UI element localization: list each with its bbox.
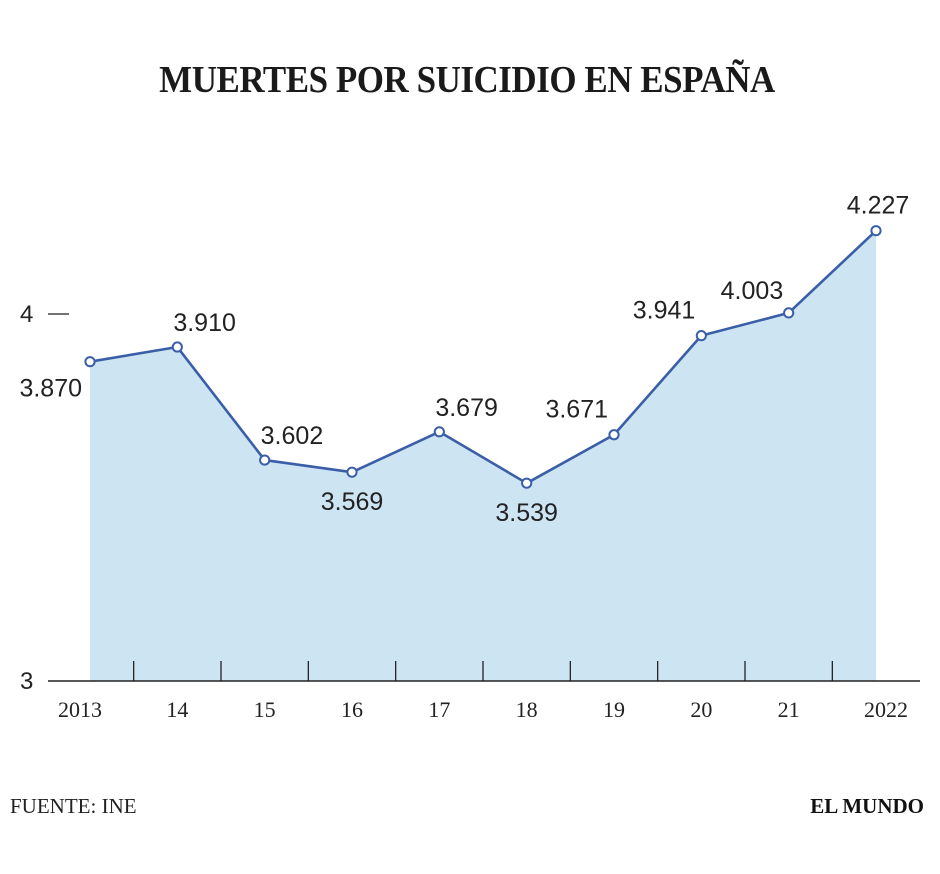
data-point bbox=[521, 477, 533, 489]
x-tick-label: 19 bbox=[603, 697, 625, 722]
x-tick-label: 15 bbox=[254, 697, 276, 722]
data-point bbox=[870, 225, 882, 237]
brand-logo: EL MUNDO bbox=[810, 794, 924, 818]
y-tick-label: 3 bbox=[20, 668, 33, 695]
data-point bbox=[433, 426, 445, 438]
data-point bbox=[171, 341, 183, 353]
data-point bbox=[259, 454, 271, 466]
series-line bbox=[89, 229, 877, 485]
data-label: 3.941 bbox=[633, 297, 696, 325]
data-point bbox=[346, 466, 358, 478]
x-tick-label: 20 bbox=[690, 697, 712, 722]
x-tick-label: 2022 bbox=[864, 697, 908, 722]
data-label: 3.602 bbox=[261, 422, 324, 450]
data-label: 3.679 bbox=[435, 394, 498, 422]
data-label: 3.870 bbox=[19, 375, 82, 403]
data-point bbox=[84, 356, 96, 368]
data-label: 3.671 bbox=[545, 396, 608, 424]
x-tick-label: 16 bbox=[341, 697, 363, 722]
data-label: 4.227 bbox=[847, 192, 910, 220]
x-tick-label: 17 bbox=[428, 697, 450, 722]
data-label: 3.910 bbox=[173, 309, 236, 337]
chart-title: MUERTES POR SUICIDIO EN ESPAÑA bbox=[159, 59, 775, 101]
x-tick-label: 2013 bbox=[58, 697, 102, 722]
source-note: FUENTE: INE bbox=[10, 794, 137, 818]
data-point bbox=[783, 307, 795, 319]
data-label: 3.539 bbox=[495, 499, 558, 527]
x-tick-label: 21 bbox=[778, 697, 800, 722]
x-tick-label: 18 bbox=[516, 697, 538, 722]
x-tick-label: 14 bbox=[166, 697, 188, 722]
data-label: 3.569 bbox=[321, 488, 384, 516]
data-point bbox=[695, 330, 707, 342]
area-fill bbox=[90, 230, 876, 682]
data-point bbox=[608, 429, 620, 441]
data-label: 4.003 bbox=[721, 277, 784, 305]
y-tick-label: 4 bbox=[20, 301, 33, 328]
